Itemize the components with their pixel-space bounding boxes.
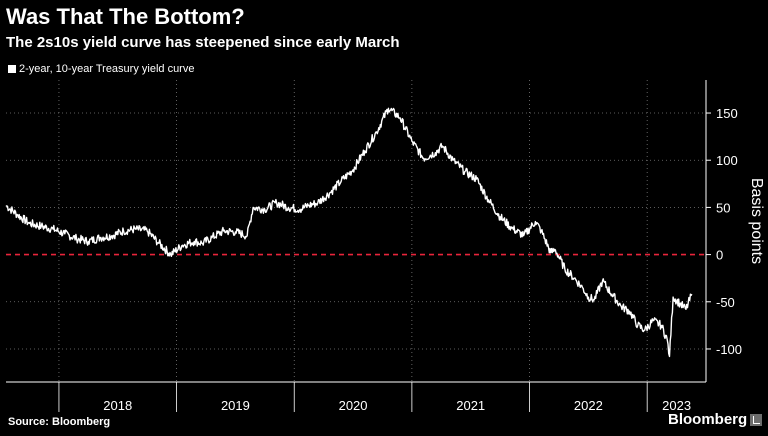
chart-subtitle: The 2s10s yield curve has steepened sinc…	[6, 34, 400, 51]
y-tick-label: -50	[716, 295, 735, 310]
y-tick-label: 50	[716, 200, 730, 215]
legend-label: 2-year, 10-year Treasury yield curve	[19, 63, 195, 75]
x-axis: 2018 2019 2020 2021 2022 2023	[6, 381, 706, 413]
x-tick-label: 2023	[662, 398, 691, 413]
brand-name: Bloomberg	[668, 411, 748, 428]
x-tick-label: 2021	[456, 398, 485, 413]
y-axis-title: Basis points	[748, 178, 765, 264]
legend: 2-year, 10-year Treasury yield curve	[8, 63, 194, 75]
legend-swatch	[8, 65, 16, 73]
grid	[6, 80, 706, 382]
source-note: Source: Bloomberg	[8, 416, 111, 428]
y-tick-label: -100	[716, 342, 742, 357]
series-line	[5, 107, 693, 358]
y-tick-label: 100	[716, 153, 738, 168]
y-axis: 150 100 50 0 -50 -100	[705, 80, 742, 382]
x-tick-label: 2019	[221, 398, 250, 413]
chart-title: Was That The Bottom?	[6, 4, 245, 29]
y-tick-label: 0	[716, 248, 723, 263]
y-tick-label: 150	[716, 106, 738, 121]
x-tick-label: 2022	[574, 398, 603, 413]
brand-logo: Bloomberg	[668, 411, 763, 428]
x-tick-label: 2020	[339, 398, 368, 413]
x-tick-label: 2018	[103, 398, 132, 413]
brand-chart-icon	[750, 413, 763, 426]
